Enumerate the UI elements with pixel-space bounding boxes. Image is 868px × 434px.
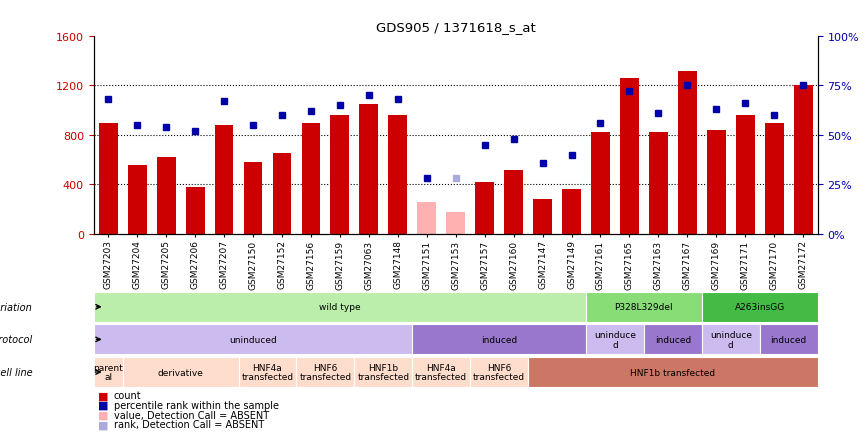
Text: uninduce
d: uninduce d <box>710 330 752 349</box>
Bar <box>412 325 586 355</box>
Text: ■: ■ <box>98 410 108 420</box>
Text: HNF4a
transfected: HNF4a transfected <box>241 363 293 381</box>
Bar <box>644 325 702 355</box>
Bar <box>591 133 610 234</box>
Bar <box>99 123 118 234</box>
Bar <box>157 158 175 234</box>
Title: GDS905 / 1371618_s_at: GDS905 / 1371618_s_at <box>376 21 536 34</box>
Bar <box>760 325 818 355</box>
Text: HNF6
transfected: HNF6 transfected <box>299 363 352 381</box>
Bar <box>418 202 436 234</box>
Bar <box>301 123 320 234</box>
Text: P328L329del: P328L329del <box>615 302 674 312</box>
Text: HNF4a
transfected: HNF4a transfected <box>415 363 467 381</box>
Text: rank, Detection Call = ABSENT: rank, Detection Call = ABSENT <box>114 419 264 429</box>
Bar <box>128 165 147 234</box>
Text: induced: induced <box>481 335 517 344</box>
Bar <box>244 163 262 234</box>
Bar <box>702 292 818 322</box>
Text: protocol: protocol <box>0 335 32 345</box>
Bar <box>214 126 233 234</box>
Bar <box>678 72 697 234</box>
Bar <box>528 357 818 387</box>
Bar <box>707 131 726 234</box>
Bar <box>476 183 494 234</box>
Text: cell line: cell line <box>0 367 32 377</box>
Bar <box>94 357 122 387</box>
Bar <box>470 357 528 387</box>
Bar <box>504 170 523 234</box>
Text: induced: induced <box>771 335 807 344</box>
Text: uninduce
d: uninduce d <box>594 330 636 349</box>
Text: A263insGG: A263insGG <box>734 302 785 312</box>
Text: HNF1b
transfected: HNF1b transfected <box>358 363 410 381</box>
Text: value, Detection Call = ABSENT: value, Detection Call = ABSENT <box>114 410 269 420</box>
Bar <box>273 154 292 234</box>
Bar <box>354 357 412 387</box>
Bar <box>297 357 354 387</box>
Bar <box>412 357 470 387</box>
Text: ■: ■ <box>98 419 108 429</box>
Text: HNF1b transfected: HNF1b transfected <box>630 368 715 377</box>
Text: induced: induced <box>654 335 691 344</box>
Bar <box>359 105 378 234</box>
Bar <box>533 200 552 234</box>
Bar <box>586 292 702 322</box>
Bar <box>94 292 586 322</box>
Bar <box>649 133 667 234</box>
Text: genotype/variation: genotype/variation <box>0 302 32 312</box>
Text: ■: ■ <box>98 391 108 401</box>
Bar <box>586 325 644 355</box>
Bar <box>331 116 349 234</box>
Bar <box>793 86 812 234</box>
Text: parent
al: parent al <box>94 363 123 381</box>
Bar <box>562 190 581 234</box>
Text: percentile rank within the sample: percentile rank within the sample <box>114 400 279 410</box>
Bar <box>388 116 407 234</box>
Bar <box>239 357 297 387</box>
Bar <box>186 187 205 234</box>
Bar <box>765 123 784 234</box>
Text: wild type: wild type <box>319 302 361 312</box>
Text: uninduced: uninduced <box>229 335 277 344</box>
Text: count: count <box>114 391 141 401</box>
Bar <box>736 116 754 234</box>
Text: ■: ■ <box>98 400 108 410</box>
Bar <box>702 325 760 355</box>
Text: HNF6
transfected: HNF6 transfected <box>473 363 525 381</box>
Text: derivative: derivative <box>158 368 204 377</box>
Bar <box>94 325 412 355</box>
Bar <box>122 357 239 387</box>
Bar <box>446 212 465 234</box>
Bar <box>620 79 639 234</box>
